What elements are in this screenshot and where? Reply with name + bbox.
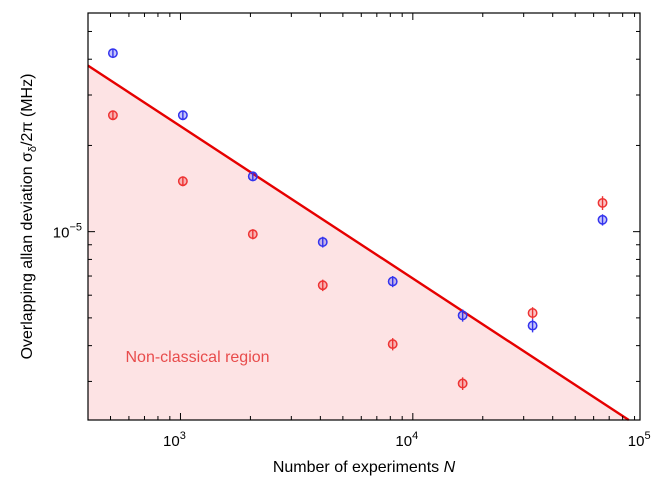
x-tick-label: 105 [628,430,651,450]
series-1-point [247,171,258,182]
x-tick-label: 104 [395,430,418,450]
series-2-point [387,339,398,350]
series-1-point [457,310,468,321]
data-points [107,48,608,391]
series-2-point [317,280,328,291]
series-1-point [597,214,608,225]
series-2-point [597,197,608,208]
plot-frame [87,12,641,421]
non-classical-region-label: Non-classical region [125,349,269,366]
series-2-point [457,378,468,389]
series-1-point [387,276,398,287]
axis-ticks: 103 104 105 10−5 [53,13,651,450]
series-1-point [317,237,328,247]
x-tick-label: 103 [163,430,186,450]
y-tick-label: 10−5 [53,222,82,242]
series-2-point [107,110,118,121]
series-2-point [247,229,258,240]
x-axis-title: Number of experiments N [273,459,456,476]
classical-limit-line-group [87,64,630,422]
series-2-point [527,308,538,318]
classical-limit-line [87,64,630,422]
series-1-point [107,48,118,59]
y-axis-title: Overlapping allan deviation σδ/2π (MHz) [19,74,39,360]
plot-border [87,12,641,421]
series-1-point [177,110,188,121]
series-2-point [177,176,188,187]
series-1-point [527,320,538,331]
